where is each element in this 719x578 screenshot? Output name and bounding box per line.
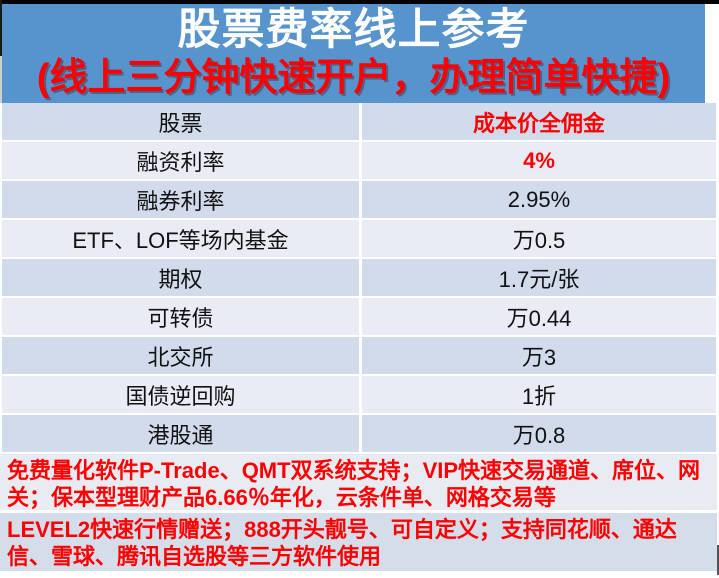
- fee-item-label: 可转债: [2, 298, 359, 335]
- promo-note-level2: LEVEL2快速行情赠送；888开头靓号、可自定义；支持同花顺、通达信、雪球、腾…: [0, 513, 717, 571]
- fee-item-label: 融券利率: [2, 181, 359, 218]
- table-row: 国债逆回购 1折: [2, 376, 716, 413]
- page-title: 股票费率线上参考: [177, 6, 530, 54]
- fee-item-value: 万0.8: [359, 415, 716, 452]
- fee-item-label: ETF、LOF等场内基金: [2, 220, 359, 257]
- left-edge-strip: [0, 0, 2, 56]
- fee-item-label: 港股通: [2, 415, 359, 452]
- fee-item-label: 北交所: [2, 337, 359, 374]
- fee-item-value: 2.95%: [359, 181, 716, 218]
- promo-note-quant-software: 免费量化软件P-Trade、QMT双系统支持；VIP快速交易通道、席位、网关；保…: [0, 454, 717, 510]
- fee-item-label: 融资利率: [2, 142, 359, 179]
- table-row: 北交所 万3: [2, 337, 716, 374]
- fee-item-value: 1.7元/张: [359, 259, 716, 296]
- fee-item-label: 期权: [2, 259, 359, 296]
- table-row: 融券利率 2.95%: [2, 181, 716, 218]
- fee-item-value: 成本价全佣金: [359, 103, 716, 140]
- fee-item-value: 万0.44: [359, 298, 716, 335]
- fee-item-label: 股票: [2, 103, 359, 140]
- header-banner: 股票费率线上参考 (线上三分钟快速开户，办理简单快捷): [2, 4, 705, 103]
- top-edge-strip: [0, 0, 719, 4]
- fee-item-value: 万3: [359, 337, 716, 374]
- table-row: ETF、LOF等场内基金 万0.5: [2, 220, 716, 257]
- table-row: 融资利率 4%: [2, 142, 716, 179]
- fee-item-value: 4%: [359, 142, 716, 179]
- page-subtitle: (线上三分钟快速开户，办理简单快捷): [36, 57, 671, 99]
- table-row: 可转债 万0.44: [2, 298, 716, 335]
- fee-item-label: 国债逆回购: [2, 376, 359, 413]
- left-edge-strip-lower: [0, 56, 2, 103]
- table-row: 股票 成本价全佣金: [2, 103, 716, 140]
- table-row: 港股通 万0.8: [2, 415, 716, 452]
- fee-item-value: 1折: [359, 376, 716, 413]
- table-row: 期权 1.7元/张: [2, 259, 716, 296]
- right-edge-line: [717, 545, 719, 575]
- fee-table: 股票 成本价全佣金 融资利率 4% 融券利率 2.95% ETF、LOF等场内基…: [2, 103, 716, 452]
- fee-item-value: 万0.5: [359, 220, 716, 257]
